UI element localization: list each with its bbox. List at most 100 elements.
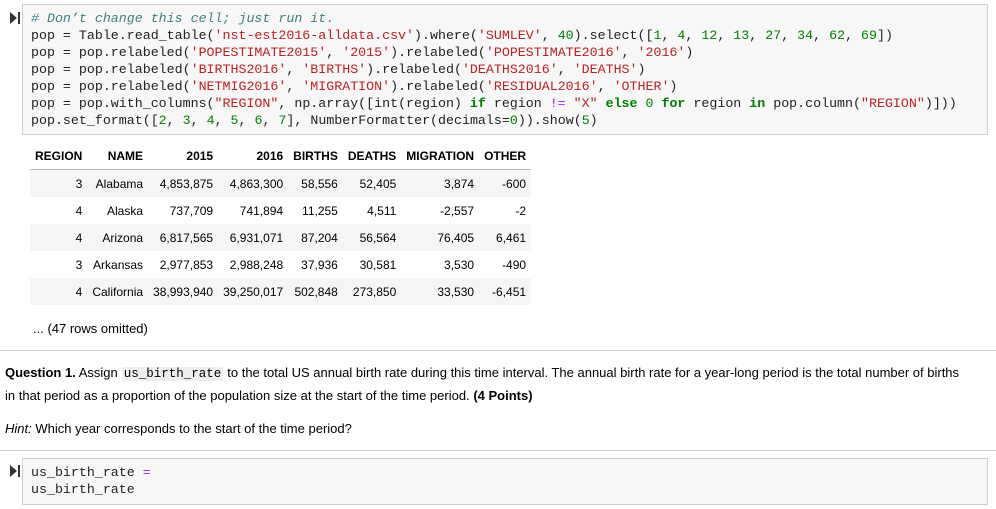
code-token: 40 [557,28,574,43]
code-token: for [661,96,686,111]
code-token: 'BIRTHS2016' [190,62,287,77]
code-line: pop = pop.relabeled('NETMIG2016', 'MIGRA… [31,78,979,95]
code-token: # Don’t change this cell; just run it. [31,11,335,26]
separator [0,450,996,451]
column-header: 2016 [218,143,289,170]
code-token: 5 [581,113,590,128]
table-cell: Arkansas [93,257,144,272]
run-button[interactable] [9,464,21,478]
table-row: 3 Alabama 4,853,875 4,863,300 58,556 52,405 3,… [30,169,532,197]
code-token: = [142,465,151,480]
code-token: 1 [653,28,662,43]
code-token: 12 [701,28,718,43]
table-cell: Alaska [107,203,144,218]
hint-text: Which year corresponds to the start of t… [35,421,352,436]
question-label: Question 1. [5,365,76,380]
table-cell: 6,931,071 [218,224,289,251]
table-cell: 33,530 [401,278,480,305]
column-header: OTHER [479,143,532,170]
code-token: 0 [645,96,654,111]
code-line: pop.set_format([2, 3, 4, 5, 6, 7], Numbe… [31,112,979,129]
code-token: 0 [509,113,518,128]
table-cell: 6,461 [479,224,532,251]
code-token: ).where( [414,28,478,43]
code-token: pop = pop.relabeled( [31,45,191,60]
table-cell: 87,204 [288,224,343,251]
table-cell: 58,556 [288,169,343,197]
code-token: "REGION" [214,96,279,111]
code-token: pop = Table.read_table( [31,28,215,43]
code-token: ) [685,45,694,60]
table-cell: 502,848 [288,278,343,305]
code-cell[interactable]: us_birth_rate = us_birth_rate [22,458,988,505]
code-token: 3 [182,113,191,128]
code-token: ).relabeled( [390,45,486,60]
hint: Hint: Which year corresponds to the star… [5,418,965,439]
code-token: , [717,28,734,43]
table-cell: 2,977,853 [159,257,214,272]
code-line: # Don’t change this cell; just run it. [31,10,979,27]
code-token: 7 [278,113,287,128]
code-token: , np.array([int(region) [278,96,470,111]
code-token: ]) [877,28,893,43]
code-token: , [597,79,614,94]
code-token: 4 [677,28,686,43]
code-token: us_birth_rate [31,482,135,497]
table-cell: 52,405 [342,169,402,197]
code-token: 34 [797,28,814,43]
column-header: BIRTHS [288,143,343,170]
table-cell: Arizona [87,224,149,251]
code-token: ) [589,113,598,128]
table-cell: 30,581 [359,257,397,272]
table-cell: 4,853,875 [148,169,219,197]
code-token: , [326,45,343,60]
code-token: , [166,113,183,128]
code-token: ], NumberFormatter(decimals= [286,113,510,128]
table-row: 3 Arkansas 2,977,853 2,988,248 37,936 30,581 3… [30,251,531,278]
table-cell: 37,936 [301,257,338,272]
question: Question 1. Assign us_birth_rate to the to… [5,362,965,406]
table-cell: 4 [30,278,88,305]
code-line: pop = Table.read_table('nst-est2016-alld… [31,27,979,44]
code-token: 4 [206,113,215,128]
table-cell: -2,557 [440,203,475,218]
code-token: 69 [861,28,878,43]
separator [0,350,996,351]
output-table: REGION NAME 2015 2016 BIRTHS DEATHS MIGRATION O… [30,143,532,305]
code-token: pop = pop.relabeled( [31,62,191,77]
code-token: 62 [829,28,846,43]
code-token: != [549,96,566,111]
table-cell: Alabama [87,169,149,197]
code-token: pop.column( [765,96,861,111]
code-token: 'RESIDUAL2016' [485,79,598,94]
code-token: "REGION" [861,96,925,111]
code-line: pop = pop.relabeled('BIRTHS2016', 'BIRTH… [31,61,979,78]
table-cell: -490 [502,257,527,272]
code-token: pop = pop.with_columns( [31,96,215,111]
column-header: MIGRATION [401,143,480,170]
code-token: , [214,113,231,128]
code-token: in [749,96,766,111]
code-line: pop = pop.with_columns("REGION", np.arra… [31,95,979,112]
code-token: ) [669,79,678,94]
code-token: 'SUMLEV' [477,28,542,43]
code-token: if [469,96,486,111]
code-cell[interactable]: # Don’t change this cell; just run it. po… [22,4,988,135]
code-token: 2 [158,113,167,128]
code-token: , [286,79,303,94]
table-cell: 273,850 [342,278,402,305]
table-cell: 3 [30,169,88,197]
code-token: 13 [733,28,750,43]
table-cell: 56,564 [342,224,402,251]
code-token: 'NETMIG2016' [190,79,287,94]
code-line: pop = pop.relabeled('POPESTIMATE2015', '… [31,44,979,61]
code-token: 'DEATHS2016' [461,62,558,77]
code-token: , [813,28,830,43]
code-token: , [286,62,303,77]
run-button[interactable] [9,11,21,25]
table-cell: 76,405 [401,224,480,251]
code-token: , [621,45,638,60]
code-token: 'nst-est2016-alldata.csv' [214,28,415,43]
code-token: 5 [230,113,239,128]
